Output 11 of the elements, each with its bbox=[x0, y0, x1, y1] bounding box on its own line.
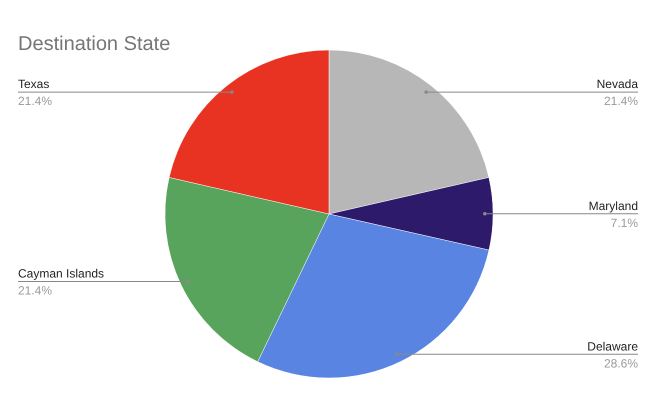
data-label: 7.1% bbox=[610, 216, 638, 230]
slice-label: Nevada bbox=[596, 77, 638, 92]
slice-label: Texas bbox=[18, 77, 50, 92]
data-label: 21.4% bbox=[604, 94, 638, 108]
slice-label: Delaware bbox=[587, 339, 638, 354]
data-label: 28.6% bbox=[604, 356, 638, 370]
data-label: 21.4% bbox=[18, 284, 52, 298]
data-label: 21.4% bbox=[18, 94, 52, 108]
slice-label: Cayman Islands bbox=[18, 266, 104, 281]
chart-title: Destination State bbox=[18, 33, 170, 55]
slice-label: Maryland bbox=[588, 198, 638, 213]
